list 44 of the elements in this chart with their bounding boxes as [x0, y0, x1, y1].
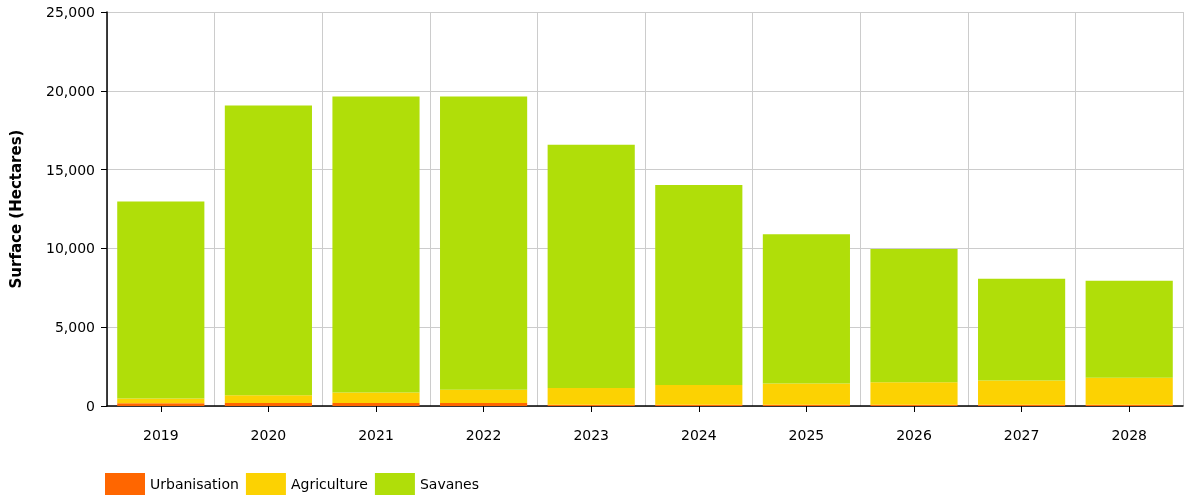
y-tick-label: 10,000 [46, 240, 95, 257]
x-tick-label: 2024 [680, 427, 717, 443]
bar [332, 96, 420, 393]
bar [870, 382, 958, 405]
bar [117, 403, 205, 406]
x-tick-label: 2020 [250, 427, 287, 443]
x-tick-label: 2027 [1003, 427, 1040, 443]
bar [978, 278, 1066, 381]
bar [440, 403, 528, 406]
legend-label: Urbanisation [150, 476, 239, 492]
x-tick-label: 2023 [573, 427, 610, 443]
bar [1085, 280, 1173, 378]
x-tick-label: 2021 [358, 427, 394, 443]
bar [117, 398, 205, 404]
x-tick-label: 2025 [788, 427, 825, 443]
bar [978, 380, 1066, 405]
bar [547, 144, 635, 389]
y-tick-label: 5,000 [54, 319, 95, 336]
x-tick-label: 2026 [896, 427, 932, 443]
x-tick-label: 2022 [465, 427, 502, 443]
bar [117, 201, 205, 399]
x-tick-label: 2019 [142, 427, 179, 443]
bar [1085, 377, 1173, 405]
y-axis-title: Surface (Hectares) [6, 129, 25, 289]
y-tick-label: 15,000 [46, 161, 95, 178]
bar [762, 234, 850, 384]
bar [224, 105, 312, 396]
bar [870, 249, 958, 383]
bar [332, 392, 420, 404]
y-tick-label: 20,000 [46, 82, 95, 99]
bar [440, 96, 528, 390]
bar [224, 403, 312, 406]
bar [655, 184, 743, 386]
bar [655, 385, 743, 405]
bar [332, 403, 420, 406]
legend-label: Agriculture [290, 476, 368, 492]
legend-label: Savanes [419, 476, 480, 492]
bar [762, 383, 850, 405]
y-tick-label: 0 [86, 398, 95, 414]
bar [224, 395, 312, 404]
bar [440, 389, 528, 404]
y-tick-label: 25,000 [46, 4, 95, 20]
x-tick-label: 2028 [1111, 427, 1148, 443]
bar [547, 388, 635, 405]
